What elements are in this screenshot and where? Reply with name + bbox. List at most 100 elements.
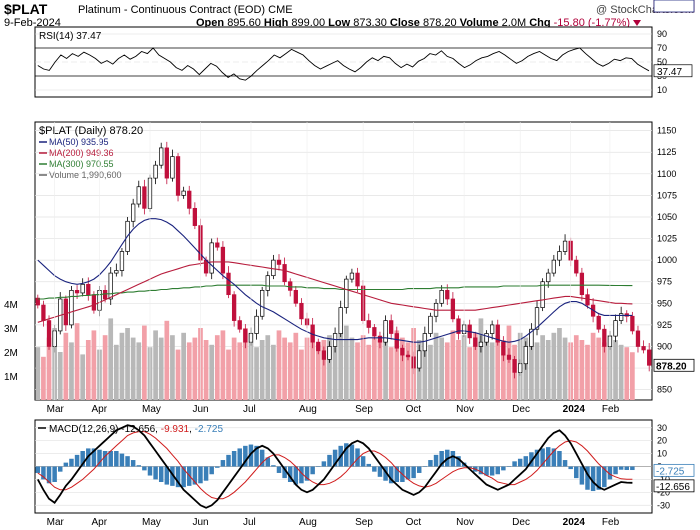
volume-bar	[456, 340, 461, 400]
macd-histogram-bar	[512, 461, 517, 467]
macd-line-value-box	[653, 479, 695, 493]
volume-bar	[226, 349, 231, 400]
close-value: 878.20	[422, 17, 457, 29]
volume-bar	[383, 332, 388, 400]
volume-bar	[259, 340, 265, 400]
volume-bar	[276, 330, 282, 400]
macd-histogram-bar	[377, 466, 383, 477]
macd-histogram-bar	[181, 466, 186, 488]
macd-histogram-bar	[618, 466, 624, 470]
candle-body	[46, 320, 52, 347]
price-legend-entry: MA(200) 949.36	[49, 148, 114, 158]
price-tick-label: 1025	[657, 234, 677, 244]
candle-body	[192, 207, 198, 226]
volume-tick-label: 1M	[4, 372, 18, 383]
macd-histogram-bar	[265, 457, 271, 467]
macd-tick-label: 10	[657, 449, 667, 459]
candle-body	[215, 242, 220, 248]
candle-body	[86, 283, 91, 296]
price-tick-label: 975	[657, 277, 672, 287]
volume-bar	[130, 337, 136, 400]
candle-body	[445, 290, 450, 300]
macd-legend-part: ,	[155, 424, 161, 435]
macd-legend-part: -2.725	[195, 424, 224, 435]
candle-body	[69, 290, 74, 326]
ma300-line	[37, 284, 633, 300]
candle-body	[80, 283, 85, 294]
macd-histogram-bar	[478, 466, 484, 475]
candle-body	[321, 350, 327, 360]
macd-legend-part: -9.931	[161, 424, 190, 435]
macd-histogram-bar	[388, 466, 394, 484]
month-label-macd: Nov	[456, 517, 474, 528]
price-tick-label: 1075	[657, 190, 677, 200]
change-label: Chg	[529, 17, 551, 29]
macd-histogram-bar	[220, 460, 226, 467]
macd-histogram-bar	[91, 448, 97, 467]
volume-bar	[293, 332, 299, 400]
candle-body	[338, 307, 343, 334]
macd-histogram-bar	[175, 466, 181, 488]
macd-histogram-bar	[136, 465, 142, 467]
month-label-price: Jul	[243, 404, 256, 415]
candle-body	[400, 347, 405, 356]
candle-body	[276, 259, 282, 265]
volume-bar	[371, 337, 377, 400]
candle-body	[551, 259, 556, 274]
volume-bar	[613, 340, 618, 400]
macd-histogram-bar	[35, 466, 41, 473]
macd-histogram-bar	[372, 466, 377, 472]
price-tick-label: 925	[657, 320, 672, 330]
volume-bar	[214, 335, 220, 400]
volume-bar	[271, 344, 276, 400]
volume-bar	[484, 337, 489, 400]
macd-histogram-bar	[170, 466, 175, 486]
price-tick-label: 1150	[657, 126, 676, 136]
macd-histogram-bar	[142, 466, 147, 471]
candle-body	[439, 290, 444, 304]
volume-bar	[618, 344, 624, 400]
candle-body	[630, 315, 635, 332]
macd-histogram-bar	[102, 451, 108, 467]
volume-bar	[231, 337, 237, 400]
volume-bar	[164, 320, 170, 400]
candle-body	[349, 272, 355, 280]
volume-bar	[69, 342, 74, 400]
macd-tick-label: -30	[657, 500, 670, 510]
volume-bar	[170, 335, 175, 400]
volume-bar	[601, 342, 607, 400]
volume-bar	[153, 330, 158, 400]
macd-histogram-bar	[422, 466, 428, 467]
macd-histogram-bar	[74, 454, 80, 467]
volume-bar	[557, 328, 562, 400]
macd-histogram-bar	[568, 466, 573, 470]
candle-body	[366, 320, 371, 328]
month-label-price: Nov	[456, 404, 474, 415]
macd-line	[37, 424, 633, 509]
macd-histogram-bar	[237, 448, 242, 467]
macd-histogram-bar	[355, 448, 360, 467]
candle-body	[119, 251, 125, 271]
volume-bar	[181, 332, 186, 400]
macd-histogram-bar	[164, 466, 170, 485]
candle-body	[478, 341, 484, 347]
rsi-tick-label: 10	[657, 85, 667, 95]
macd-histogram-bar	[215, 466, 220, 468]
price-tick-label: 1100	[657, 169, 676, 179]
candle-body	[254, 315, 259, 334]
candle-body	[187, 190, 192, 209]
macd-histogram-bar	[192, 466, 198, 485]
macd-histogram-bar	[97, 449, 102, 467]
candle-body	[355, 272, 360, 287]
macd-histogram-bar	[360, 456, 366, 467]
macd-histogram-bar	[517, 458, 523, 467]
candle-body	[613, 320, 618, 337]
volume-bar	[108, 318, 114, 400]
macd-histogram-bar	[607, 466, 613, 480]
price-legend-title: $PLAT (Daily) 878.20	[39, 125, 143, 137]
candle-body	[641, 346, 646, 351]
candle-body	[114, 270, 119, 274]
candle-body	[260, 290, 265, 317]
candle-body	[231, 294, 237, 321]
macd-histogram-bar	[456, 456, 461, 467]
